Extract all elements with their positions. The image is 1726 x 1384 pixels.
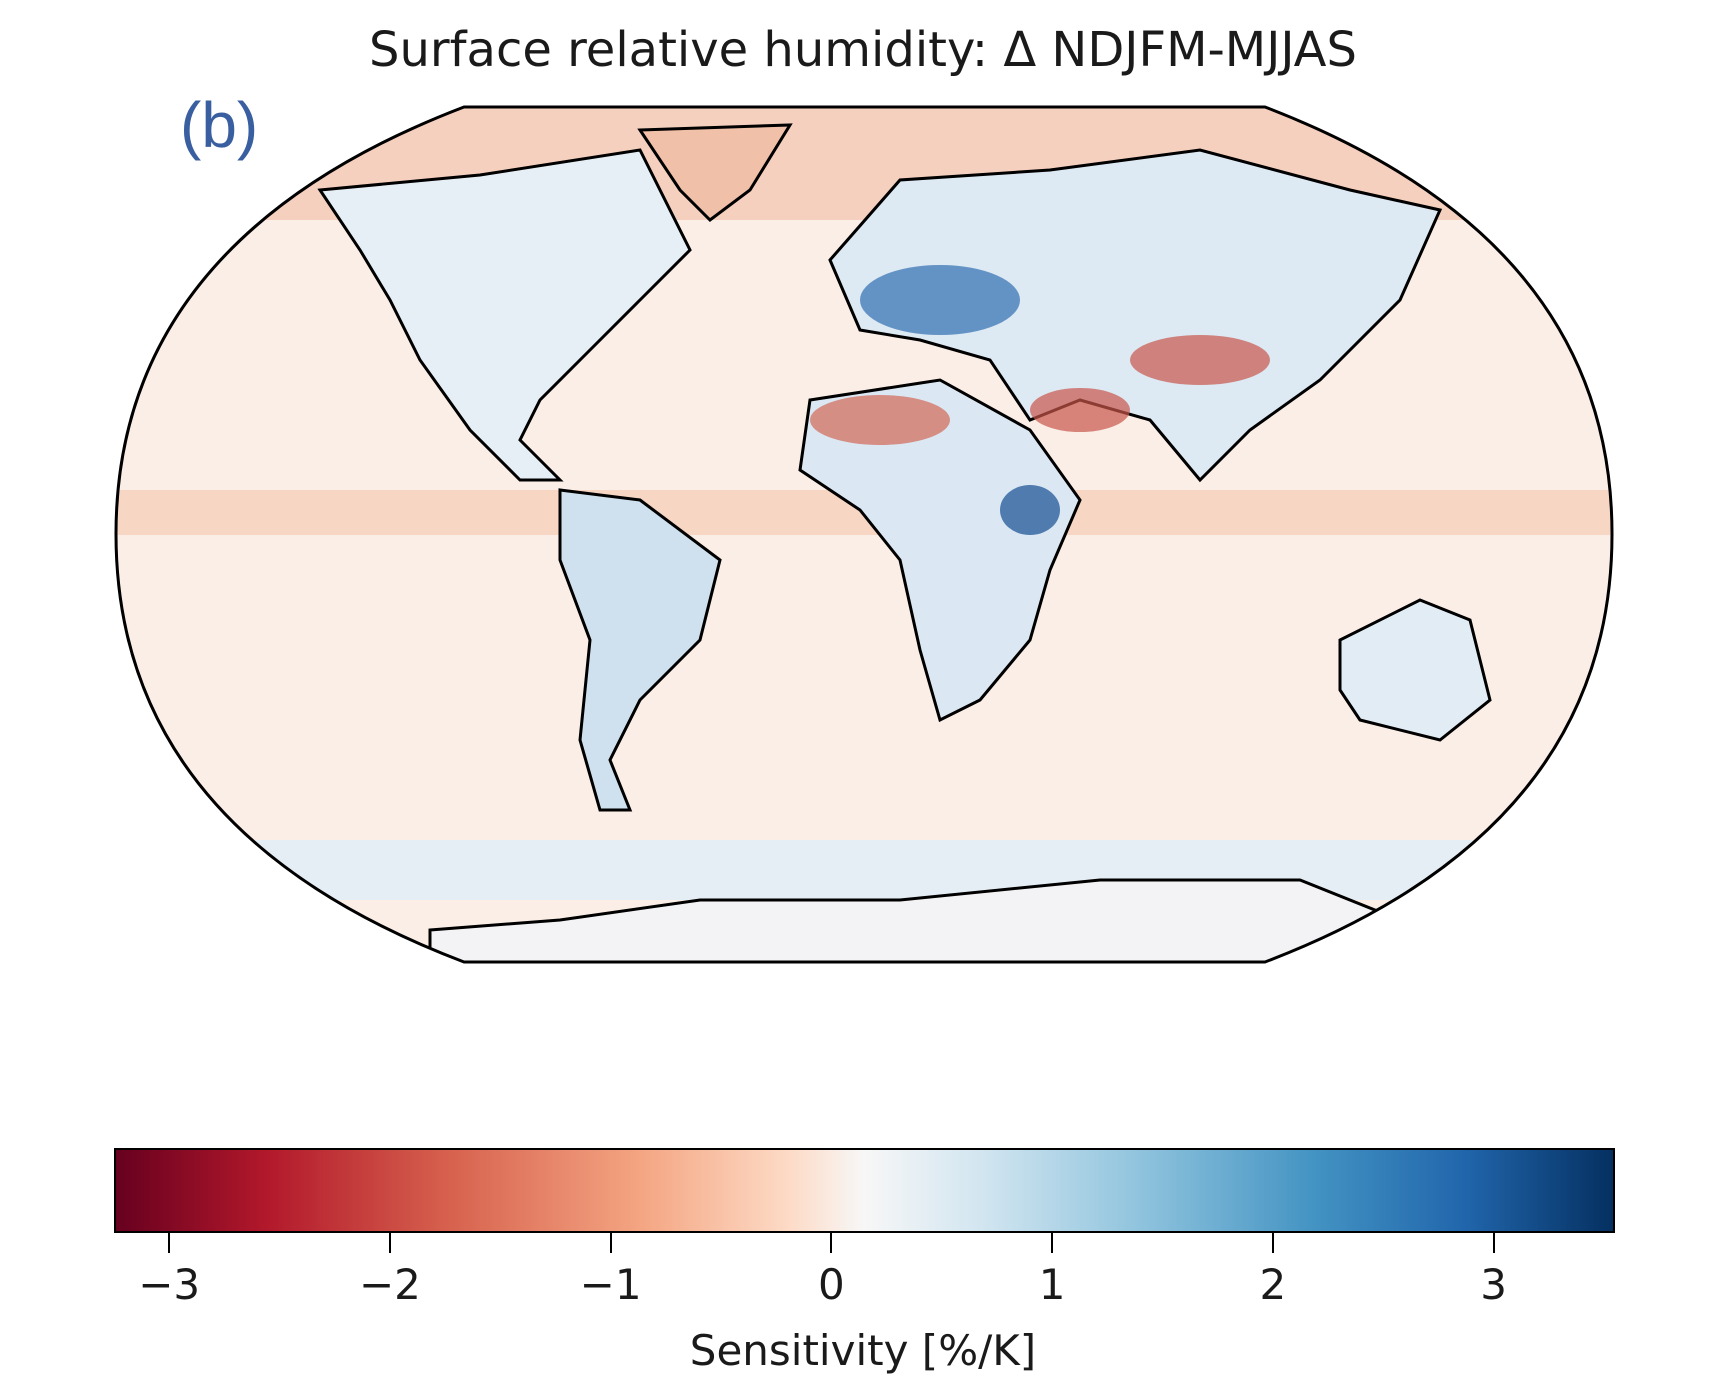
colorbar-tick: [830, 1233, 833, 1253]
colorbar-tick: [1492, 1233, 1495, 1253]
southern-band: [116, 840, 1612, 900]
colorbar-tick: [388, 1233, 391, 1253]
colorbar-tick: [1051, 1233, 1054, 1253]
europe-wet-anomaly: [860, 265, 1020, 335]
colorbar-tick: [1271, 1233, 1274, 1253]
colorbar: [114, 1148, 1615, 1233]
north-america: [317, 148, 692, 482]
map-boundary: [114, 105, 1614, 964]
colorbar-tick-label: −3: [138, 1260, 201, 1309]
colorbar-tick-label: 3: [1480, 1260, 1507, 1309]
colorbar-tick: [168, 1233, 171, 1253]
panel-label: (b): [180, 89, 259, 161]
asia-dry-anomaly: [1130, 335, 1270, 385]
colorbar-tick-label: 0: [818, 1260, 845, 1309]
antarctica: [428, 878, 1402, 962]
africa: [798, 378, 1082, 723]
colorbar-tick-label: 1: [1038, 1260, 1066, 1309]
south-america: [558, 488, 722, 812]
chart-title: Surface relative humidity: Δ NDJFM-MJJAS: [369, 22, 1357, 78]
world-map: [114, 105, 1614, 964]
colorbar-tick: [609, 1233, 612, 1253]
sahara-dry-anomaly: [810, 395, 950, 445]
colorbar-tick-label: 2: [1259, 1260, 1287, 1309]
arabia-dry-anomaly: [1030, 388, 1130, 432]
east-africa-wet-anomaly: [1000, 485, 1060, 535]
eurasia: [828, 148, 1443, 483]
colorbar-tick-label: −2: [358, 1260, 421, 1309]
australia: [1338, 598, 1492, 742]
colorbar-label: Sensitivity [%/K]: [689, 1326, 1037, 1375]
greenland: [637, 123, 793, 222]
colorbar-tick-label: −1: [579, 1260, 642, 1309]
